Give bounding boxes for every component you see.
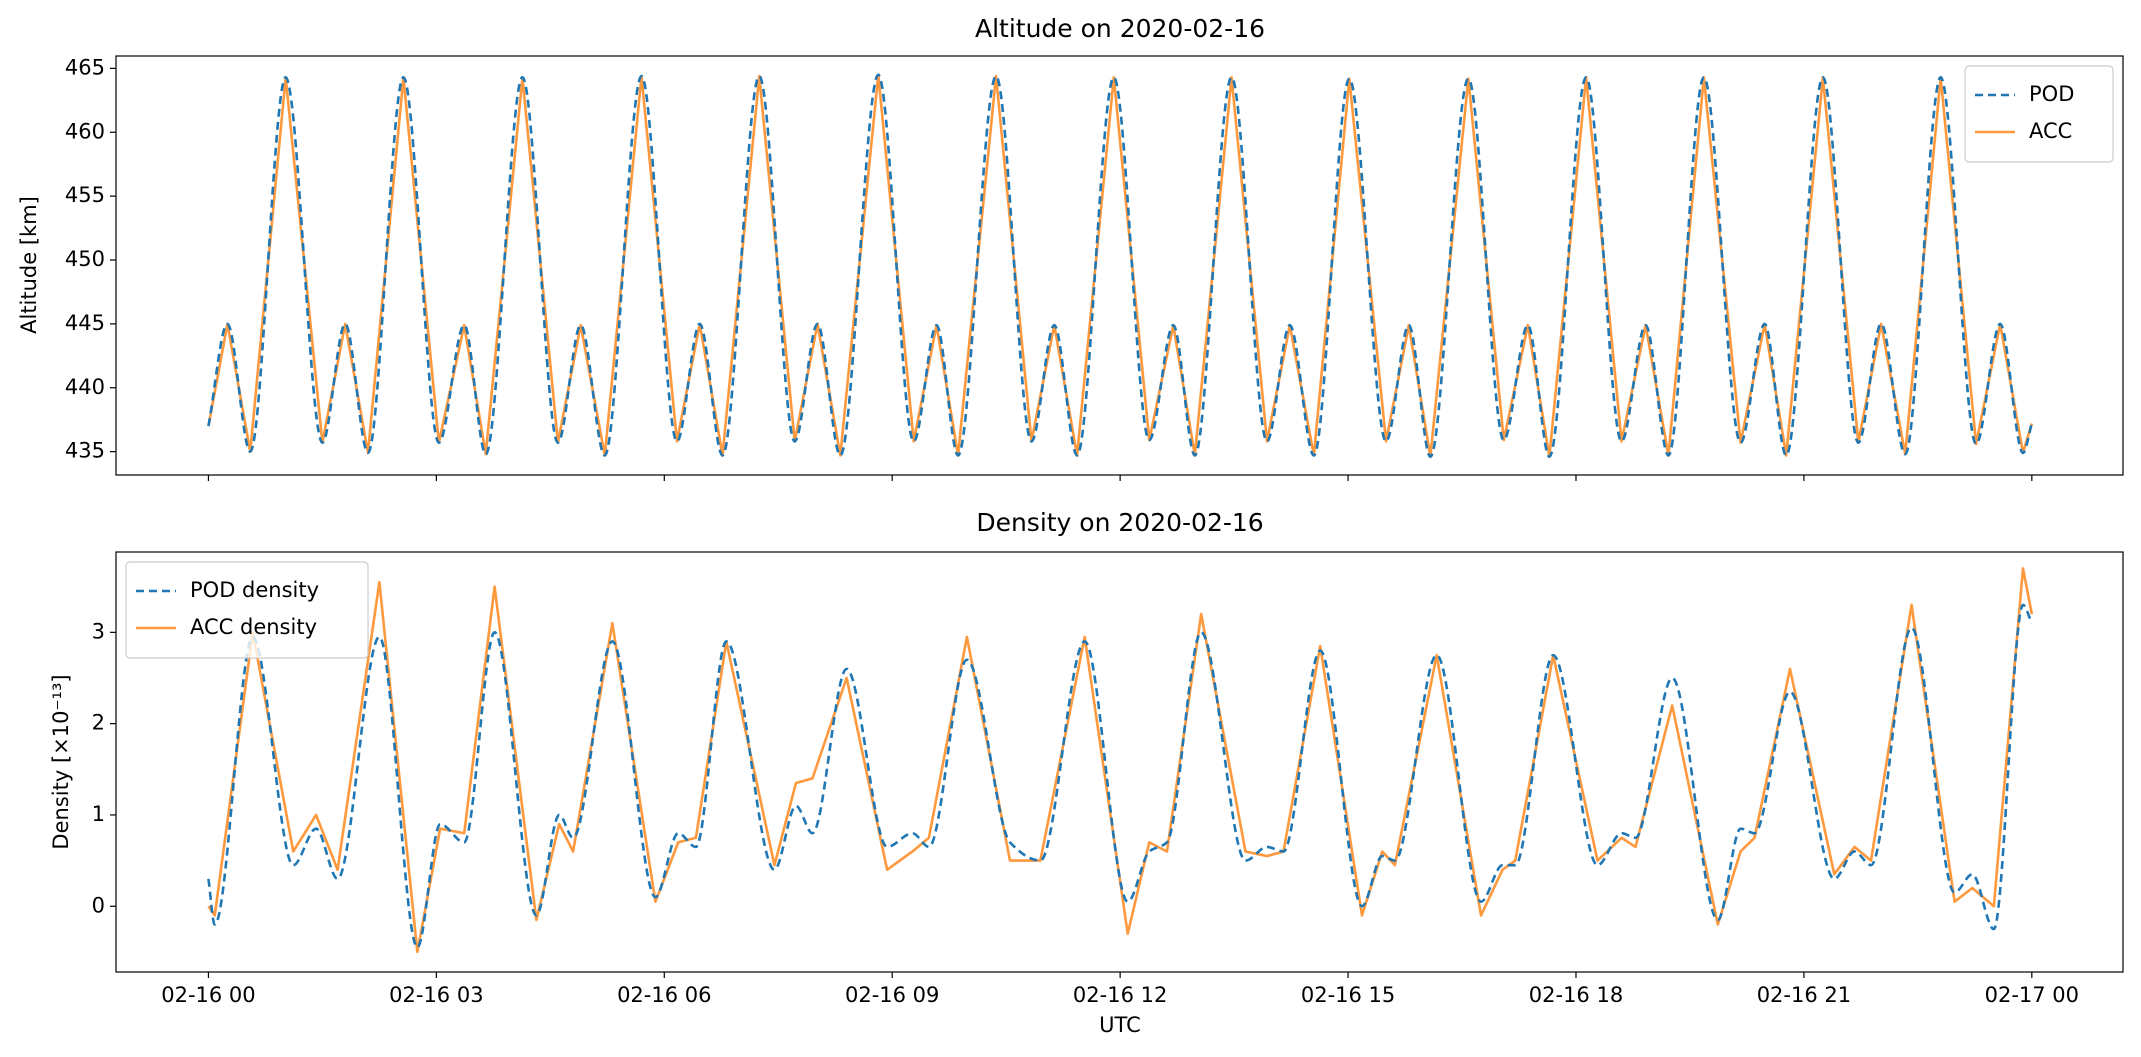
x-tick-label: 02-16 21 bbox=[1757, 983, 1851, 1007]
x-tick-label: 02-16 00 bbox=[161, 983, 255, 1007]
series-line bbox=[207, 73, 2034, 459]
legend: POD ACC bbox=[1964, 65, 2114, 163]
y-tick-label: 440 bbox=[65, 375, 105, 399]
x-tick-label: 02-16 15 bbox=[1301, 983, 1395, 1007]
chart-title: Altitude on 2020-02-16 bbox=[975, 14, 1265, 43]
y-tick-label: 2 bbox=[92, 711, 105, 735]
x-tick-label: 02-16 18 bbox=[1529, 983, 1623, 1007]
y-tick-label: 0 bbox=[92, 893, 105, 917]
legend-box bbox=[125, 561, 369, 659]
x-tick-label: 02-16 06 bbox=[617, 983, 711, 1007]
axes-frame bbox=[115, 55, 2124, 476]
y-tick-label: 455 bbox=[65, 183, 105, 207]
x-tick-label: 02-16 03 bbox=[389, 983, 483, 1007]
x-tick-label: 02-16 12 bbox=[1073, 983, 1167, 1007]
y-tick-label: 465 bbox=[65, 55, 105, 79]
legend-label: ACC bbox=[2029, 119, 2072, 143]
x-tick-label: 02-17 00 bbox=[1985, 983, 2079, 1007]
y-tick-label: 445 bbox=[65, 311, 105, 335]
y-tick-label: 435 bbox=[65, 439, 105, 463]
legend-label: POD bbox=[2029, 82, 2074, 106]
x-axis-label: UTC bbox=[1099, 1013, 1141, 1037]
y-tick-label: 450 bbox=[65, 247, 105, 271]
y-tick-label: 1 bbox=[92, 802, 105, 826]
y-tick-label: 460 bbox=[65, 119, 105, 143]
chart-title: Density on 2020-02-16 bbox=[976, 508, 1263, 537]
y-axis-label: Altitude [km] bbox=[17, 196, 41, 334]
legend-label: POD density bbox=[190, 578, 319, 602]
legend-label: ACC density bbox=[190, 615, 317, 639]
legend-box bbox=[1964, 65, 2114, 163]
x-tick-label: 02-16 09 bbox=[845, 983, 939, 1007]
axes-frame bbox=[115, 551, 2124, 973]
y-tick-label: 3 bbox=[92, 619, 105, 643]
legend: POD density ACC density bbox=[125, 561, 369, 659]
series-line bbox=[207, 603, 2034, 949]
y-axis-label: Density [×10⁻¹³] bbox=[49, 674, 73, 849]
